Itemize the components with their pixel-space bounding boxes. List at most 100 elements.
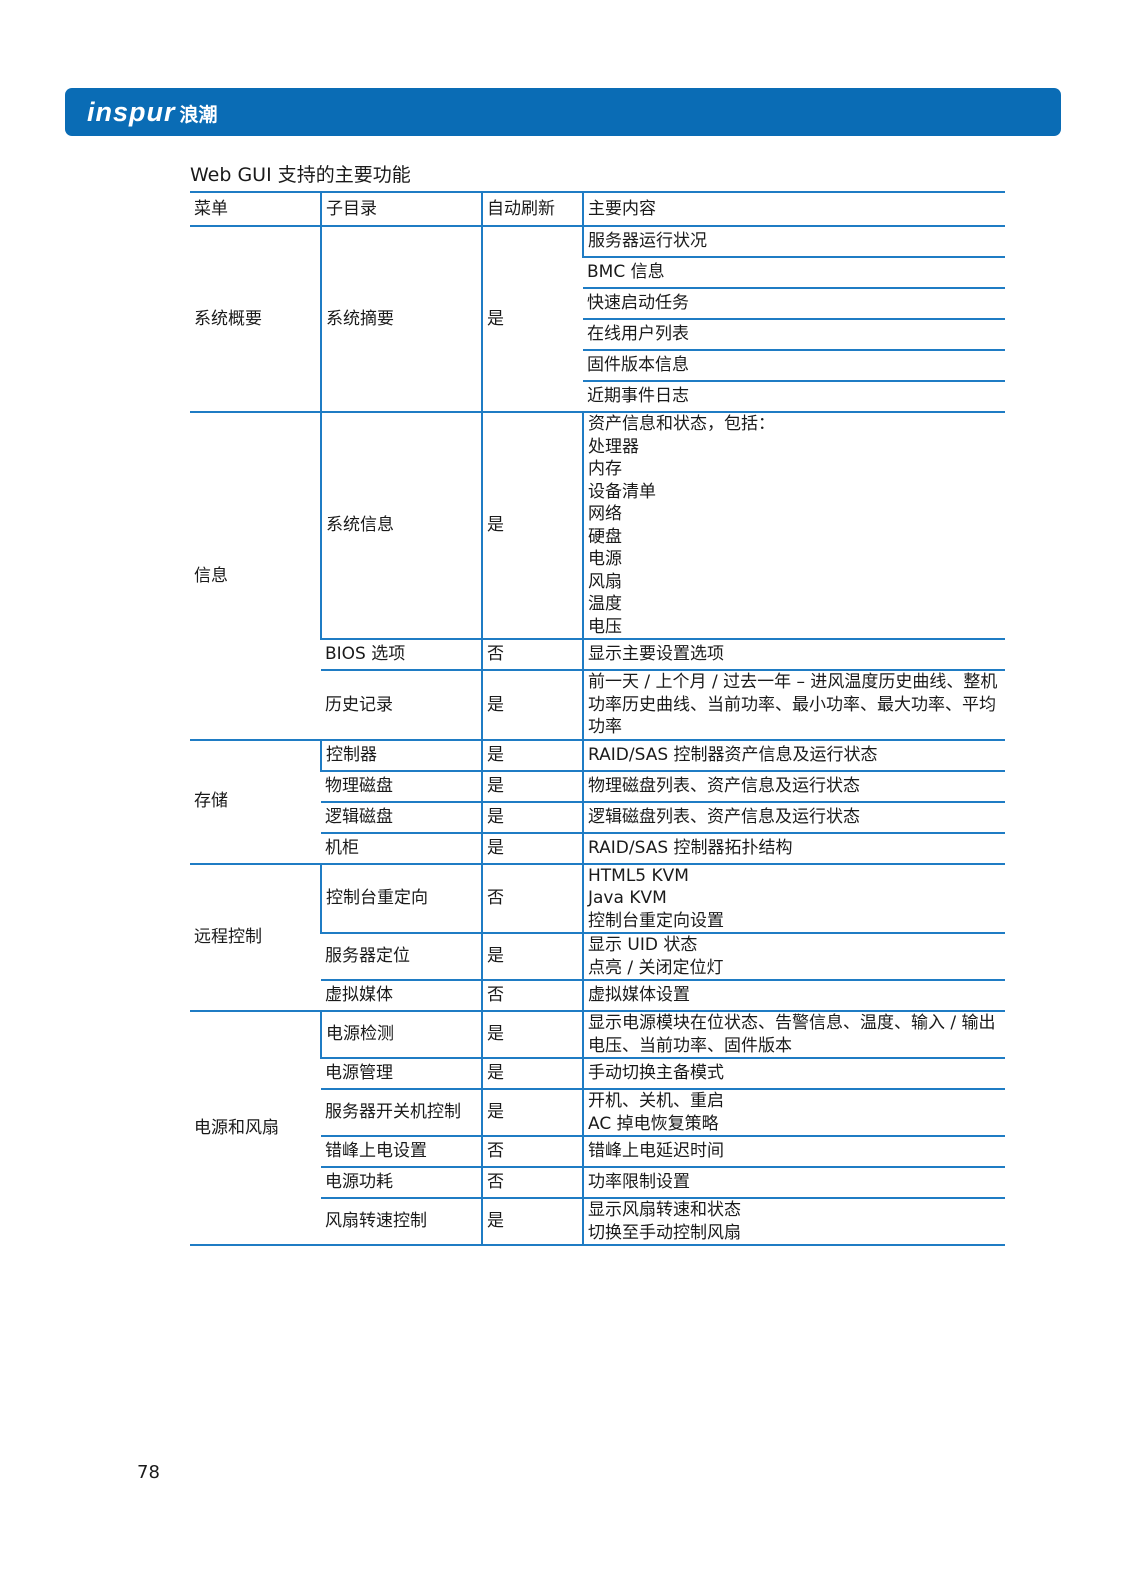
- content-cell: 错峰上电延迟时间: [582, 1135, 1005, 1168]
- refresh-cell: 是: [481, 769, 583, 803]
- table-row: 信息 系统信息 是 资产信息和状态，包括： 处理器 内存 设备清单 网络 硬盘 …: [190, 411, 1005, 741]
- submenu-cell: 系统信息: [320, 411, 482, 640]
- table-row: 固件版本信息: [190, 349, 1005, 382]
- refresh-cell: 否: [481, 862, 583, 934]
- content-cell: BMC 信息: [583, 256, 1005, 289]
- table-row: 虚拟媒体 否 虚拟媒体设置: [190, 979, 1005, 1012]
- table-row: 电源功耗 否 功率限制设置: [190, 1166, 1005, 1199]
- table-row: 在线用户列表: [190, 318, 1005, 351]
- refresh-cell: 是: [481, 669, 583, 741]
- table-row: 系统概要 系统摘要 是 服务器运行状况: [190, 225, 1005, 413]
- refresh-cell: 否: [481, 1135, 583, 1168]
- content-cell: 显示风扇转速和状态 切换至手动控制风扇: [582, 1197, 1005, 1246]
- content-cell: 前一天 / 上个月 / 过去一年 – 进风温度历史曲线、整机功率历史曲线、当前功…: [582, 669, 1005, 741]
- refresh-cell: 是: [481, 1088, 583, 1137]
- submenu-cell: 服务器定位: [321, 932, 482, 981]
- logo-latin: inspur: [87, 97, 176, 127]
- content-cell: 物理磁盘列表、资产信息及运行状态: [582, 769, 1005, 803]
- table-row: BMC 信息: [190, 256, 1005, 289]
- content-line: 资产信息和状态，包括：: [588, 414, 775, 434]
- table-row: 电源和风扇 电源检测 是 显示电源模块在位状态、告警信息、温度、输入 / 输出电…: [190, 1010, 1005, 1246]
- table-row: 近期事件日志: [190, 380, 1005, 413]
- content-line: 设备清单: [588, 481, 656, 502]
- content-cell: 固件版本信息: [583, 349, 1005, 382]
- refresh-cell: 是: [481, 411, 583, 640]
- refresh-cell: 是: [481, 800, 583, 834]
- menu-cell: 系统概要: [190, 225, 321, 413]
- content-line: 硬盘: [588, 526, 622, 547]
- table-row: 服务器定位 是 显示 UID 状态 点亮 / 关闭定位灯: [190, 932, 1005, 981]
- content-line: 内存: [588, 459, 622, 479]
- content-line: Java KVM: [588, 888, 667, 908]
- header-menu: 菜单: [190, 191, 321, 227]
- content-line: 切换至手动控制风扇: [588, 1222, 741, 1243]
- content-cell: HTML5 KVM Java KVM 控制台重定向设置: [582, 862, 1005, 934]
- refresh-cell: 是: [481, 831, 583, 865]
- submenu-cell: 历史记录: [321, 669, 482, 741]
- submenu-cell: 控制器: [320, 738, 482, 772]
- page-number: 78: [137, 1462, 160, 1483]
- submenu-cell: 风扇转速控制: [321, 1197, 482, 1246]
- submenu-cell: 电源功耗: [321, 1166, 482, 1199]
- table-row: 服务器开关机控制 是 开机、关机、重启 AC 掉电恢复策略: [190, 1088, 1005, 1137]
- content-cell: 快速启动任务: [583, 287, 1005, 320]
- content-line: HTML5 KVM: [588, 865, 689, 886]
- submenu-cell: 系统摘要: [320, 225, 482, 413]
- content-line: 开机、关机、重启: [588, 1091, 724, 1111]
- content-line: 温度: [588, 594, 622, 614]
- content-cell: 服务器运行状况: [582, 225, 1005, 258]
- refresh-cell: 是: [481, 1057, 583, 1090]
- submenu-cell: 虚拟媒体: [321, 979, 482, 1012]
- section-title: Web GUI 支持的主要功能: [190, 164, 411, 186]
- table-row: 快速启动任务: [190, 287, 1005, 320]
- table-row: 电源管理 是 手动切换主备模式: [190, 1057, 1005, 1090]
- content-cell: 显示 UID 状态 点亮 / 关闭定位灯: [582, 932, 1005, 981]
- submenu-cell: 错峰上电设置: [321, 1135, 482, 1168]
- table-row: BIOS 选项 否 显示主要设置选项: [190, 638, 1005, 671]
- content-line: 电压: [588, 616, 622, 637]
- table-row: 物理磁盘 是 物理磁盘列表、资产信息及运行状态: [190, 769, 1005, 803]
- inspur-logo: inspur 浪潮: [87, 95, 218, 132]
- content-cell: 在线用户列表: [583, 318, 1005, 351]
- content-line: 网络: [588, 504, 622, 524]
- submenu-cell: 逻辑磁盘: [321, 800, 482, 834]
- submenu-cell: 电源管理: [321, 1057, 482, 1090]
- refresh-cell: 是: [481, 1197, 583, 1246]
- content-cell: 虚拟媒体设置: [582, 979, 1005, 1012]
- table-row: 逻辑磁盘 是 逻辑磁盘列表、资产信息及运行状态: [190, 800, 1005, 834]
- refresh-cell: 否: [481, 979, 583, 1012]
- content-cell: 手动切换主备模式: [582, 1057, 1005, 1090]
- header-auto-refresh: 自动刷新: [481, 191, 583, 227]
- submenu-cell: 服务器开关机控制: [321, 1088, 482, 1137]
- content-cell: 开机、关机、重启 AC 掉电恢复策略: [582, 1088, 1005, 1137]
- content-line: 电源: [588, 549, 622, 569]
- content-cell: RAID/SAS 控制器资产信息及运行状态: [582, 738, 1005, 772]
- refresh-cell: 是: [481, 932, 583, 981]
- table-header-row: 菜单 子目录 自动刷新 主要内容: [190, 191, 1005, 227]
- table-row: 历史记录 是 前一天 / 上个月 / 过去一年 – 进风温度历史曲线、整机功率历…: [190, 669, 1005, 741]
- refresh-cell: 否: [481, 1166, 583, 1199]
- content-line: 处理器: [588, 436, 639, 457]
- content-line: AC 掉电恢复策略: [588, 1113, 719, 1134]
- menu-cell: 电源和风扇: [190, 1010, 321, 1246]
- table-row: 错峰上电设置 否 错峰上电延迟时间: [190, 1135, 1005, 1168]
- refresh-cell: 是: [481, 1010, 583, 1059]
- header-submenu: 子目录: [320, 191, 482, 227]
- feature-table: 菜单 子目录 自动刷新 主要内容 系统概要 系统摘要 是 服务器运行状况 BMC…: [190, 191, 1005, 1246]
- table-row: 远程控制 控制台重定向 否 HTML5 KVM Java KVM 控制台重定向设…: [190, 862, 1005, 1012]
- menu-cell: 远程控制: [190, 862, 321, 1012]
- submenu-cell: 机柜: [321, 831, 482, 865]
- content-line: 控制台重定向设置: [588, 910, 724, 931]
- menu-cell: 信息: [190, 411, 321, 741]
- content-cell: 逻辑磁盘列表、资产信息及运行状态: [582, 800, 1005, 834]
- refresh-cell: 否: [481, 638, 583, 671]
- refresh-cell: 是: [481, 225, 583, 413]
- menu-cell: 存储: [190, 738, 321, 865]
- header-banner: inspur 浪潮: [65, 88, 1061, 136]
- table-row: 存储 控制器 是 RAID/SAS 控制器资产信息及运行状态: [190, 738, 1005, 865]
- content-line: 显示 UID 状态: [588, 935, 698, 955]
- content-cell: 功率限制设置: [582, 1166, 1005, 1199]
- submenu-cell: 控制台重定向: [320, 862, 482, 934]
- content-cell: 显示电源模块在位状态、告警信息、温度、输入 / 输出电压、当前功率、固件版本: [582, 1010, 1005, 1059]
- content-line: 点亮 / 关闭定位灯: [588, 957, 724, 978]
